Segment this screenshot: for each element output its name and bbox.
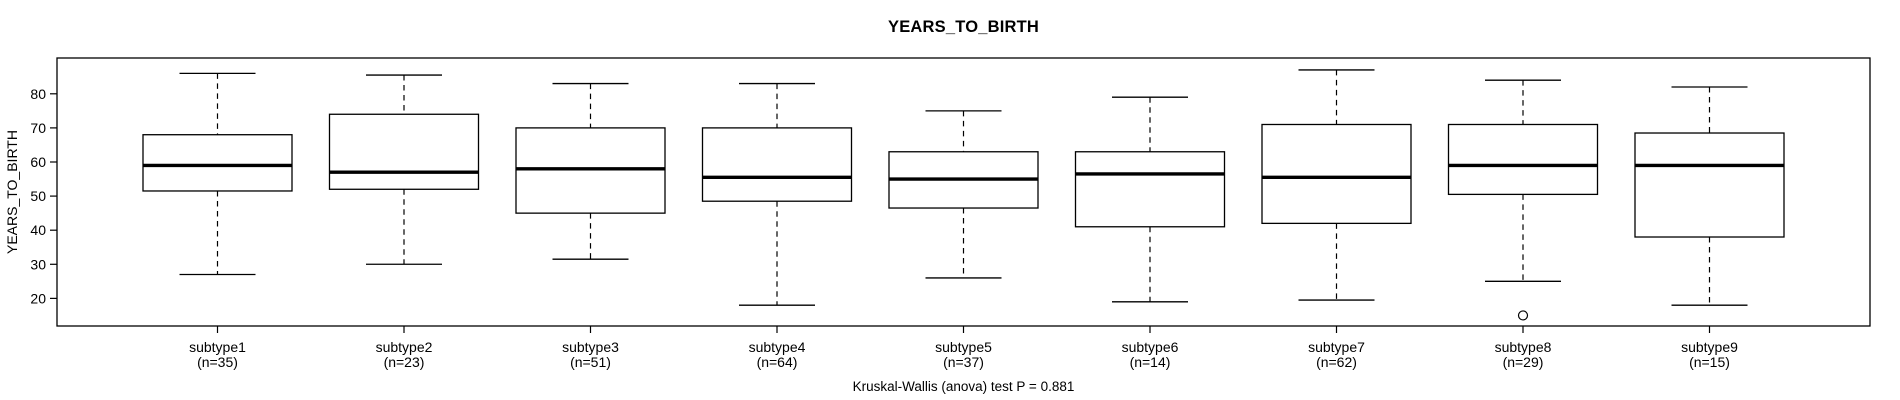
iqr-box-subtype4 — [701, 127, 853, 202]
y-tick-label: 70 — [30, 120, 46, 136]
y-tick-label: 60 — [30, 154, 46, 170]
x-tick-label-subtype2: subtype2 — [376, 339, 433, 355]
x-tick-label-subtype1: subtype1 — [189, 339, 246, 355]
y-tick-label: 40 — [30, 222, 46, 238]
iqr-box-subtype1 — [142, 134, 293, 192]
x-tick-label-subtype6: subtype6 — [1122, 339, 1179, 355]
x-tick-n-subtype5: (n=37) — [943, 354, 984, 370]
iqr-box-subtype7 — [1261, 123, 1412, 225]
iqr-box-subtype3 — [515, 127, 666, 214]
iqr-box-subtype8 — [1447, 123, 1599, 196]
y-tick-label: 30 — [30, 256, 46, 272]
x-tick-label-subtype3: subtype3 — [562, 339, 619, 355]
y-tick-label: 80 — [30, 86, 46, 102]
iqr-box-subtype9 — [1634, 132, 1785, 238]
x-tick-n-subtype1: (n=35) — [197, 354, 238, 370]
x-tick-n-subtype9: (n=15) — [1689, 354, 1730, 370]
x-tick-label-subtype9: subtype9 — [1681, 339, 1738, 355]
chart-title: YEARS_TO_BIRTH — [887, 18, 1040, 36]
x-tick-n-subtype4: (n=64) — [757, 354, 798, 370]
outlier-point — [1517, 310, 1529, 321]
x-tick-n-subtype2: (n=23) — [384, 354, 425, 370]
x-tick-label-subtype5: subtype5 — [935, 339, 992, 355]
x-tick-n-subtype7: (n=62) — [1316, 354, 1357, 370]
x-tick-label-subtype7: subtype7 — [1308, 339, 1365, 355]
x-tick-label-subtype4: subtype4 — [749, 339, 806, 355]
x-tick-n-subtype3: (n=51) — [570, 354, 611, 370]
x-tick-n-subtype6: (n=14) — [1130, 354, 1171, 370]
x-tick-label-subtype8: subtype8 — [1495, 339, 1552, 355]
kruskal-wallis-note: Kruskal-Wallis (anova) test P = 0.881 — [852, 379, 1075, 394]
x-tick-n-subtype8: (n=29) — [1503, 354, 1544, 370]
y-tick-label: 20 — [30, 290, 46, 306]
iqr-box-subtype2 — [328, 113, 480, 190]
iqr-box-subtype6 — [1074, 151, 1226, 228]
y-tick-label: 50 — [30, 188, 46, 204]
